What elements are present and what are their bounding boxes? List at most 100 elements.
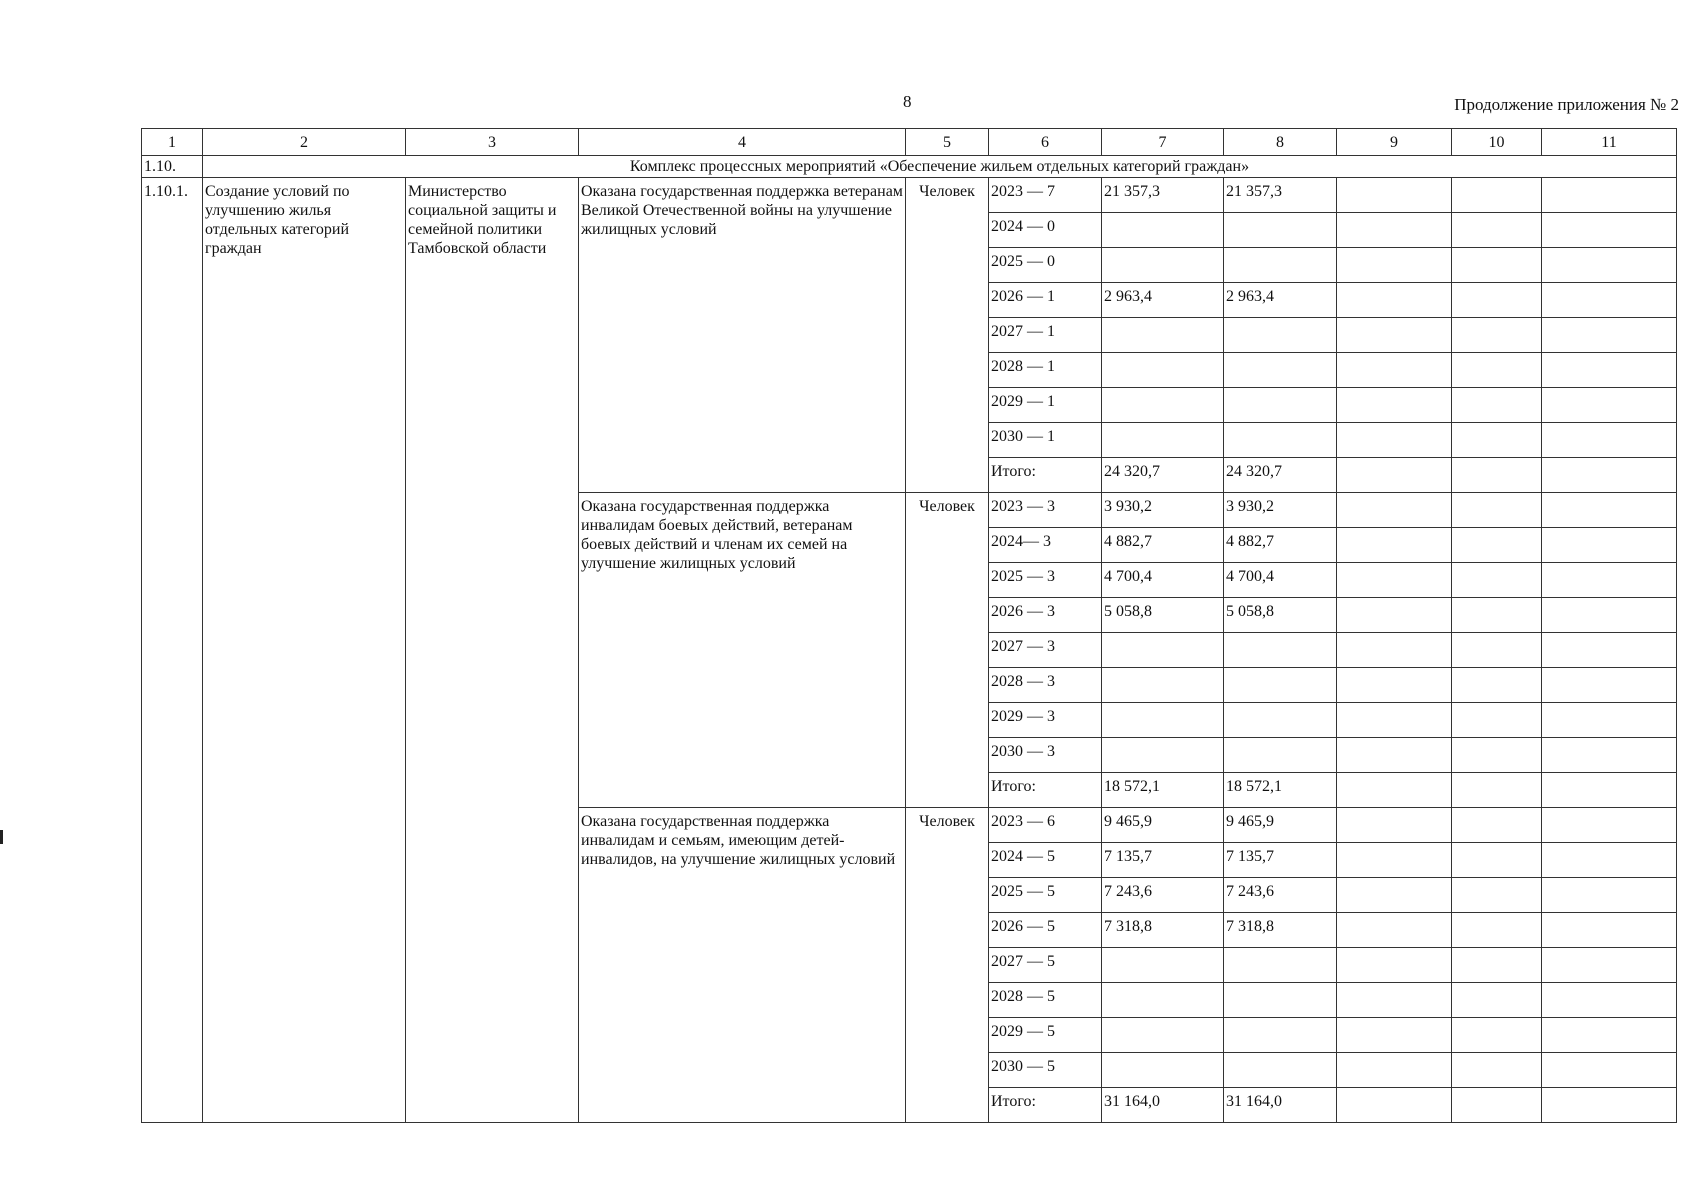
table-row: 2030 — 5	[142, 1052, 1677, 1088]
amount-col8	[1223, 352, 1337, 388]
empty-cell-col9	[1336, 702, 1452, 738]
column-number: 11	[1541, 128, 1677, 156]
amount-col8	[1223, 212, 1337, 248]
column-number-row: 1 2 3 4 5 6 7 8 9 10 11	[141, 128, 1677, 156]
empty-cell-col10	[1451, 947, 1542, 983]
column-number: 9	[1336, 128, 1452, 156]
empty-cell-col9	[1336, 247, 1452, 283]
continuation-label: Продолжение приложения № 2	[1454, 95, 1679, 114]
amount-col8: 7 135,7	[1223, 842, 1337, 878]
year-value: 2024— 3	[988, 527, 1102, 563]
empty-cell-col10	[1451, 982, 1542, 1018]
empty-cell-col9	[1336, 807, 1452, 843]
amount-col8	[1223, 982, 1337, 1018]
empty-cell-col9	[1336, 597, 1452, 633]
result-description: Оказана государственная поддержка инвали…	[578, 492, 906, 808]
amount-col8	[1223, 422, 1337, 458]
amount-col8: 31 164,0	[1223, 1087, 1337, 1123]
amount-col7	[1101, 422, 1224, 458]
table-row: 2028 — 5	[142, 982, 1677, 1018]
year-value: 2026 — 5	[988, 912, 1102, 948]
amount-col7	[1101, 212, 1224, 248]
amount-col7: 3 930,2	[1101, 492, 1224, 528]
empty-cell-col9	[1336, 562, 1452, 598]
table-row: 2030 — 1	[142, 422, 1677, 458]
empty-cell-col11	[1541, 352, 1677, 388]
empty-cell-col10	[1451, 527, 1542, 563]
year-value: 2028 — 5	[988, 982, 1102, 1018]
empty-cell-col11	[1541, 842, 1677, 878]
section-title: Комплекс процессных мероприятий «Обеспеч…	[202, 155, 1677, 178]
amount-col7: 4 882,7	[1101, 527, 1224, 563]
empty-cell-col11	[1541, 1017, 1677, 1053]
amount-col8: 4 882,7	[1223, 527, 1337, 563]
empty-cell-col10	[1451, 492, 1542, 528]
empty-cell-col9	[1336, 352, 1452, 388]
amount-col8: 9 465,9	[1223, 807, 1337, 843]
empty-cell-col9	[1336, 317, 1452, 353]
year-value: Итого:	[988, 1087, 1102, 1123]
empty-cell-col11	[1541, 807, 1677, 843]
item-number: 1.10.1.	[141, 177, 203, 1123]
table-row: 2029 — 5	[142, 1017, 1677, 1053]
year-value: 2023 — 6	[988, 807, 1102, 843]
empty-cell-col10	[1451, 807, 1542, 843]
year-value: 2023 — 7	[988, 177, 1102, 213]
year-value: 2030 — 3	[988, 737, 1102, 773]
amount-col8: 24 320,7	[1223, 457, 1337, 493]
amount-col7	[1101, 1017, 1224, 1053]
empty-cell-col10	[1451, 597, 1542, 633]
empty-cell-col10	[1451, 772, 1542, 808]
empty-cell-col9	[1336, 492, 1452, 528]
empty-cell-col10	[1451, 247, 1542, 283]
column-number: 1	[141, 128, 203, 156]
year-value: 2027 — 5	[988, 947, 1102, 983]
empty-cell-col11	[1541, 597, 1677, 633]
year-value: 2029 — 5	[988, 1017, 1102, 1053]
amount-col8: 21 357,3	[1223, 177, 1337, 213]
amount-col7	[1101, 247, 1224, 283]
item-executor: Министерство социальной защиты и семейно…	[405, 177, 579, 1123]
year-value: 2026 — 1	[988, 282, 1102, 318]
result-description: Оказана государственная поддержка инвали…	[578, 807, 906, 1123]
amount-col8: 3 930,2	[1223, 492, 1337, 528]
empty-cell-col11	[1541, 282, 1677, 318]
amount-col7	[1101, 387, 1224, 423]
amount-col8	[1223, 387, 1337, 423]
amount-col7	[1101, 1052, 1224, 1088]
amount-col8	[1223, 317, 1337, 353]
column-number: 3	[405, 128, 579, 156]
empty-cell-col10	[1451, 352, 1542, 388]
amount-col8	[1223, 702, 1337, 738]
column-number: 6	[988, 128, 1102, 156]
amount-col8	[1223, 247, 1337, 283]
amount-col7	[1101, 702, 1224, 738]
amount-col7	[1101, 737, 1224, 773]
amount-col8	[1223, 737, 1337, 773]
empty-cell-col9	[1336, 912, 1452, 948]
empty-cell-col9	[1336, 1017, 1452, 1053]
empty-cell-col11	[1541, 667, 1677, 703]
amount-col7	[1101, 947, 1224, 983]
year-value: Итого:	[988, 457, 1102, 493]
column-number: 4	[578, 128, 906, 156]
amount-col8	[1223, 1017, 1337, 1053]
empty-cell-col10	[1451, 457, 1542, 493]
scan-mark	[0, 830, 3, 844]
year-value: 2029 — 3	[988, 702, 1102, 738]
empty-cell-col9	[1336, 177, 1452, 213]
empty-cell-col11	[1541, 737, 1677, 773]
empty-cell-col9	[1336, 667, 1452, 703]
table-row: Итого: 31 164,0 31 164,0	[142, 1087, 1677, 1123]
amount-col7: 21 357,3	[1101, 177, 1224, 213]
empty-cell-col10	[1451, 737, 1542, 773]
amount-col7: 31 164,0	[1101, 1087, 1224, 1123]
amount-col7	[1101, 317, 1224, 353]
year-value: 2024 — 5	[988, 842, 1102, 878]
empty-cell-col11	[1541, 247, 1677, 283]
amount-col8: 7 318,8	[1223, 912, 1337, 948]
